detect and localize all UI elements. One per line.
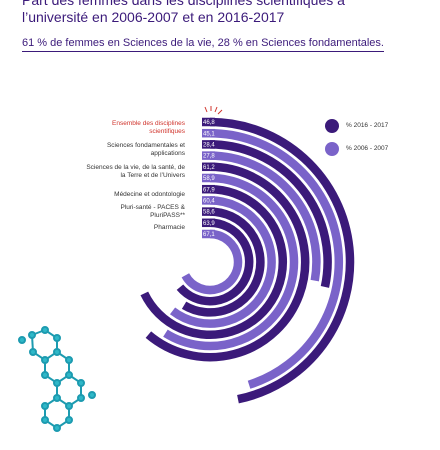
value-label-bg <box>202 140 215 149</box>
radial-bar <box>140 184 288 339</box>
value-label: 67,9 <box>203 187 215 193</box>
category-label: Sciences de la vie, de la santé, de la T… <box>86 164 185 180</box>
value-label-bg <box>202 229 215 239</box>
value-label: 67,1 <box>203 232 215 238</box>
category-label: Sciences fondamentales et applications <box>106 142 185 157</box>
radial-bar <box>169 196 276 328</box>
value-label: 27,8 <box>203 154 215 160</box>
radial-bar <box>209 128 344 389</box>
value-label-bg <box>202 151 215 160</box>
value-label: 60,4 <box>203 198 215 204</box>
radial-bar <box>209 140 332 288</box>
value-label-bg <box>202 196 215 205</box>
chart-subtitle: 61 % de femmes en Sciences de la vie, 28… <box>22 37 384 52</box>
legend-swatch <box>325 142 339 156</box>
radial-bar <box>181 229 243 295</box>
molecule-icon <box>18 326 96 432</box>
category-label: Ensemble des disciplines scientifiques <box>112 119 185 135</box>
value-label: 61,2 <box>203 165 215 171</box>
value-label-bg <box>202 128 215 138</box>
radial-bar <box>163 173 299 351</box>
value-label-bg <box>202 173 215 183</box>
chart-title: Part des femmes dans les disciplines sci… <box>22 0 345 25</box>
value-label: 28,4 <box>203 142 215 148</box>
legend-label: % 2006 - 2007 <box>346 145 389 152</box>
radial-bar <box>176 218 254 306</box>
value-label: 46,8 <box>203 120 215 126</box>
category-label: Pharmacie <box>153 224 185 232</box>
value-label-bg <box>202 218 215 228</box>
value-label: 63,9 <box>203 221 215 227</box>
sparkle <box>204 106 223 115</box>
value-label-bg <box>202 207 215 216</box>
legend-swatch <box>325 119 339 133</box>
legend-label: % 2016 - 2017 <box>346 122 389 129</box>
value-label: 58,9 <box>203 176 215 182</box>
value-label-bg <box>202 117 215 127</box>
radial-bar <box>209 117 355 404</box>
category-label: Pluri-santé - PACES & PluriPASS** <box>120 203 185 219</box>
value-label-bg <box>202 162 215 172</box>
category-label: Médecine et odontologie <box>114 190 185 198</box>
radial-bar <box>181 207 265 317</box>
value-label-bg <box>202 184 215 194</box>
radial-bar <box>209 151 321 282</box>
value-label: 45,1 <box>203 131 215 137</box>
value-label: 58,6 <box>203 210 215 216</box>
radial-bar <box>145 162 310 362</box>
